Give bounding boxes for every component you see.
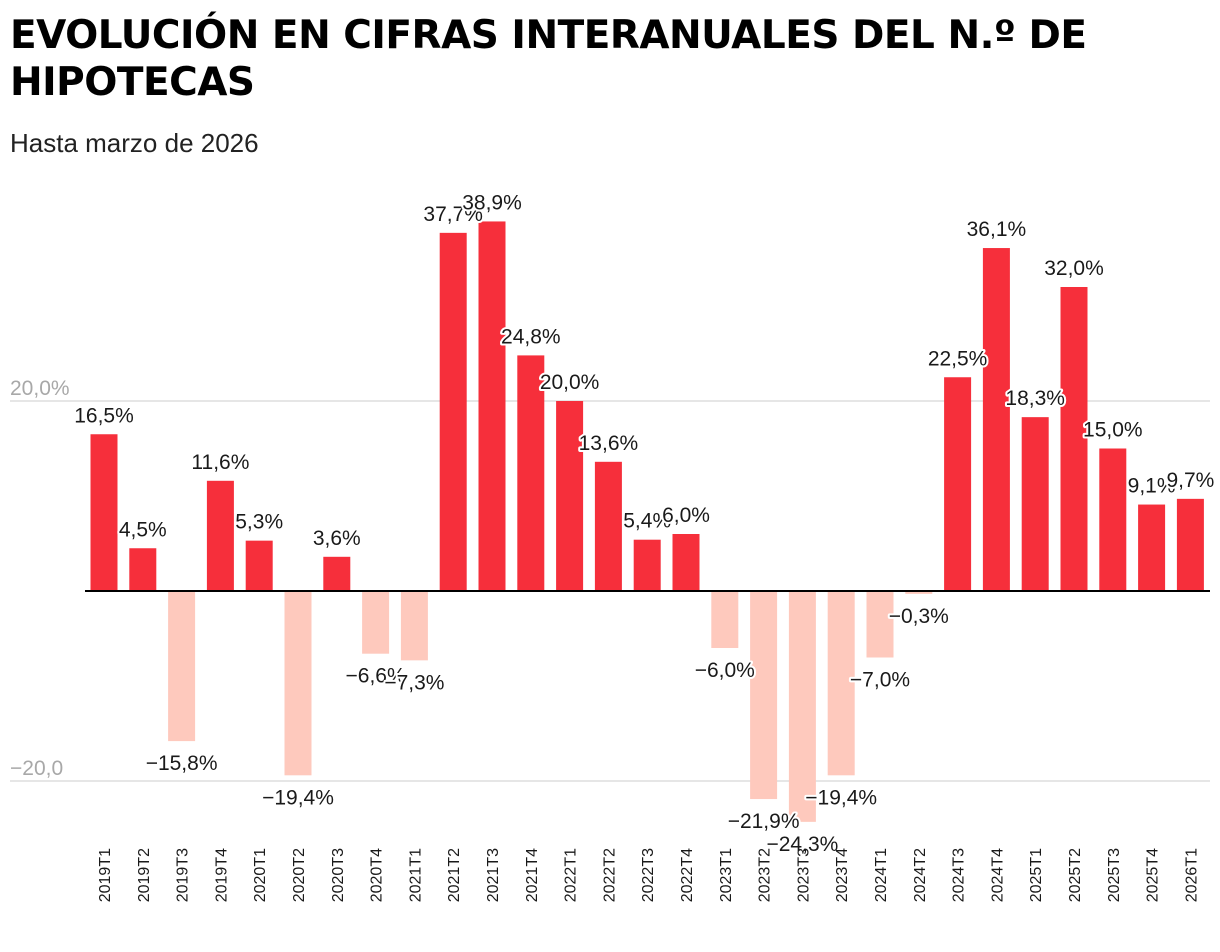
data-label: −7,0% — [850, 669, 910, 692]
bar — [594, 461, 622, 591]
category-label: 2019T4 — [213, 848, 230, 902]
chart-subtitle: Hasta marzo de 2026 — [10, 128, 259, 158]
data-label: 5,4% — [623, 510, 671, 533]
bar — [1021, 417, 1049, 591]
data-label: 9,7% — [1166, 469, 1214, 492]
data-label: −15,8% — [146, 752, 218, 775]
bar — [672, 534, 700, 591]
data-label: −19,4% — [262, 786, 334, 809]
bar — [1176, 498, 1204, 591]
bar — [90, 434, 118, 591]
data-label: −24,3% — [766, 833, 838, 856]
data-label: −6,6% — [346, 665, 406, 688]
data-label: −7,3% — [384, 671, 444, 694]
category-label: 2022T3 — [640, 848, 657, 902]
category-label: 2025T3 — [1106, 848, 1123, 902]
bar — [478, 221, 506, 591]
data-label: 38,9% — [462, 191, 522, 214]
category-label: 2019T1 — [97, 848, 114, 902]
data-label: 18,3% — [1005, 387, 1065, 410]
category-label: 2025T2 — [1067, 848, 1084, 902]
category-label: 2023T4 — [834, 848, 851, 902]
category-label: 2024T3 — [951, 848, 968, 902]
data-label: 16,5% — [74, 404, 134, 427]
bar — [206, 480, 234, 591]
category-label: 2019T2 — [136, 848, 153, 902]
bar — [323, 556, 351, 591]
bar — [245, 540, 273, 591]
data-label: 22,5% — [928, 347, 988, 370]
bar — [1099, 448, 1127, 591]
data-label: 32,0% — [1044, 257, 1104, 280]
bar — [905, 591, 933, 594]
data-label: −6,0% — [695, 659, 755, 682]
category-label: 2025T1 — [1028, 848, 1045, 902]
data-label: 24,8% — [501, 325, 561, 348]
bar — [1060, 287, 1088, 591]
data-label: 37,7% — [423, 203, 483, 226]
data-label: −0,3% — [889, 605, 949, 628]
data-label: 11,6% — [191, 451, 249, 474]
category-label: 2022T2 — [601, 848, 618, 902]
bar — [284, 591, 312, 776]
bar — [400, 591, 428, 661]
data-label: 36,1% — [967, 218, 1027, 241]
category-label: 2024T4 — [989, 848, 1006, 902]
category-label: 2022T1 — [563, 848, 580, 902]
category-label: 2021T1 — [407, 848, 424, 902]
category-label: 2022T4 — [679, 848, 696, 902]
bar — [866, 591, 894, 658]
bar — [750, 591, 778, 800]
y-tick-label: −20,0 — [10, 757, 63, 780]
data-label: −21,9% — [728, 810, 800, 833]
category-label: 2026T1 — [1183, 848, 1200, 902]
category-label: 2020T3 — [330, 848, 347, 902]
category-label: 2023T1 — [718, 848, 735, 902]
category-label: 2024T1 — [873, 848, 890, 902]
gridlines: 20,0% −20,0 — [10, 377, 1210, 782]
category-label: 2019T3 — [175, 848, 192, 902]
category-label: 2021T4 — [524, 848, 541, 902]
data-label: 20,0% — [540, 371, 600, 394]
category-label: 2020T4 — [369, 848, 386, 902]
category-label: 2023T2 — [757, 848, 774, 902]
bar — [788, 591, 816, 822]
bar — [827, 591, 855, 776]
data-label: 6,0% — [662, 504, 710, 527]
category-label: 2024T2 — [912, 848, 929, 902]
bar — [944, 377, 972, 591]
chart-title: EVOLUCIÓN EN CIFRAS INTERANUALES DEL N.º… — [10, 13, 1087, 105]
data-label: 15,0% — [1083, 419, 1143, 442]
bar — [556, 401, 584, 591]
data-label: 13,6% — [579, 432, 639, 455]
bar — [129, 548, 157, 591]
data-label: 9,1% — [1128, 475, 1176, 498]
bar — [362, 591, 390, 654]
bars — [90, 221, 1204, 822]
category-label: 2020T2 — [291, 848, 308, 902]
bar — [1138, 504, 1166, 591]
category-label: 2021T2 — [446, 848, 463, 902]
y-tick-label: 20,0% — [10, 377, 70, 400]
bar — [633, 539, 661, 591]
category-label: 2021T3 — [485, 848, 502, 902]
category-label: 2020T1 — [252, 848, 269, 902]
data-label: 3,6% — [313, 527, 361, 550]
bar — [439, 232, 467, 591]
category-label: 2025T4 — [1145, 848, 1162, 902]
data-label: −19,4% — [805, 786, 877, 809]
category-label: 2023T3 — [795, 848, 812, 902]
data-labels: 16,5%4,5%−15,8%11,6%5,3%−19,4%3,6%−6,6%−… — [72, 189, 1216, 857]
category-labels: 2019T1 2019T2 2019T3 2019T4 2020T1 2020T2 2020… — [97, 848, 1200, 902]
bar — [168, 591, 196, 742]
data-label: 5,3% — [235, 511, 283, 534]
bar — [517, 355, 545, 591]
bar — [982, 248, 1010, 592]
bar — [711, 591, 739, 648]
data-label: 4,5% — [119, 518, 167, 541]
